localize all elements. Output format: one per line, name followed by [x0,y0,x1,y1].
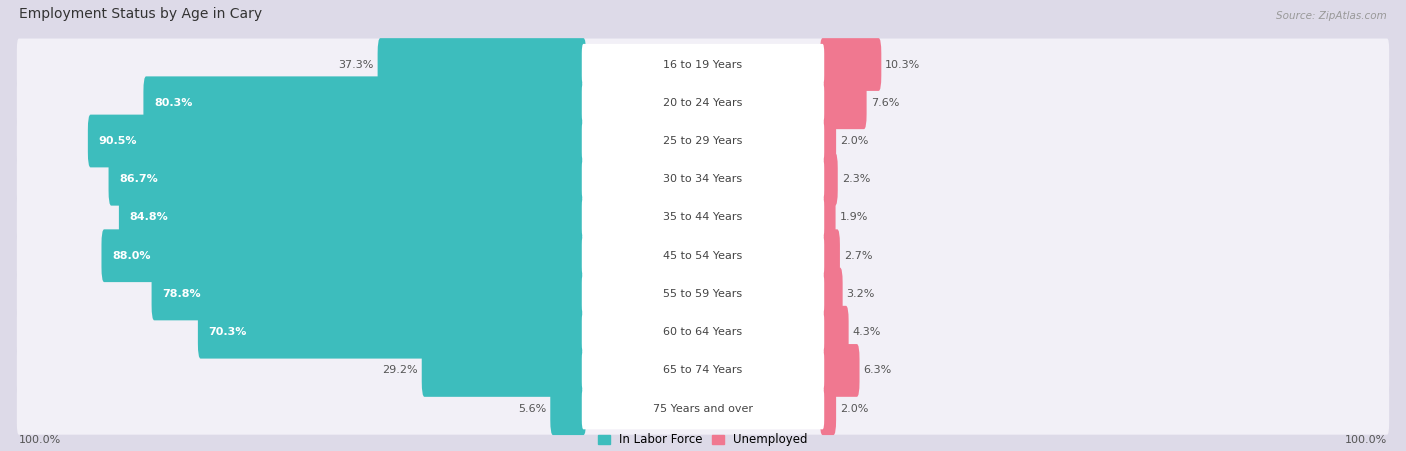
FancyBboxPatch shape [101,230,586,282]
Text: Employment Status by Age in Cary: Employment Status by Age in Cary [18,7,262,21]
FancyBboxPatch shape [820,344,859,397]
FancyBboxPatch shape [17,192,1389,244]
Text: 78.8%: 78.8% [162,289,201,299]
FancyBboxPatch shape [582,82,824,124]
FancyBboxPatch shape [17,77,1389,129]
FancyBboxPatch shape [198,306,586,359]
FancyBboxPatch shape [17,383,1389,435]
FancyBboxPatch shape [87,115,586,167]
Text: 2.3%: 2.3% [842,174,870,184]
Text: 2.0%: 2.0% [841,136,869,146]
FancyBboxPatch shape [143,76,586,129]
FancyBboxPatch shape [17,38,1389,91]
Text: 45 to 54 Years: 45 to 54 Years [664,251,742,261]
FancyBboxPatch shape [582,44,824,85]
FancyBboxPatch shape [820,306,849,359]
FancyBboxPatch shape [17,153,1389,205]
Text: 70.3%: 70.3% [208,327,247,337]
Text: 55 to 59 Years: 55 to 59 Years [664,289,742,299]
Text: 84.8%: 84.8% [129,212,169,222]
Text: 1.9%: 1.9% [839,212,868,222]
Text: 25 to 29 Years: 25 to 29 Years [664,136,742,146]
FancyBboxPatch shape [17,345,1389,396]
FancyBboxPatch shape [152,267,586,320]
Text: 6.3%: 6.3% [863,365,891,375]
FancyBboxPatch shape [582,388,824,429]
FancyBboxPatch shape [820,153,838,206]
FancyBboxPatch shape [108,153,586,206]
FancyBboxPatch shape [422,344,586,397]
FancyBboxPatch shape [120,191,586,244]
Text: 16 to 19 Years: 16 to 19 Years [664,60,742,69]
Text: 35 to 44 Years: 35 to 44 Years [664,212,742,222]
FancyBboxPatch shape [378,38,586,91]
Text: 5.6%: 5.6% [517,404,547,414]
Text: 2.7%: 2.7% [844,251,872,261]
Text: 20 to 24 Years: 20 to 24 Years [664,98,742,108]
Text: 88.0%: 88.0% [112,251,150,261]
FancyBboxPatch shape [820,267,842,320]
FancyBboxPatch shape [820,115,837,167]
FancyBboxPatch shape [17,230,1389,282]
Text: 60 to 64 Years: 60 to 64 Years [664,327,742,337]
Text: 100.0%: 100.0% [18,436,60,446]
FancyBboxPatch shape [582,197,824,238]
Text: 86.7%: 86.7% [120,174,157,184]
FancyBboxPatch shape [17,115,1389,167]
Text: Source: ZipAtlas.com: Source: ZipAtlas.com [1277,10,1388,21]
FancyBboxPatch shape [820,230,839,282]
FancyBboxPatch shape [582,235,824,276]
Legend: In Labor Force, Unemployed: In Labor Force, Unemployed [598,433,808,446]
FancyBboxPatch shape [820,38,882,91]
Text: 75 Years and over: 75 Years and over [652,404,754,414]
Text: 30 to 34 Years: 30 to 34 Years [664,174,742,184]
Text: 2.0%: 2.0% [841,404,869,414]
Text: 90.5%: 90.5% [98,136,136,146]
FancyBboxPatch shape [582,120,824,161]
FancyBboxPatch shape [820,76,866,129]
FancyBboxPatch shape [582,312,824,353]
Text: 3.2%: 3.2% [846,289,875,299]
FancyBboxPatch shape [582,350,824,391]
FancyBboxPatch shape [820,382,837,435]
Text: 7.6%: 7.6% [870,98,898,108]
FancyBboxPatch shape [550,382,586,435]
Text: 10.3%: 10.3% [886,60,921,69]
Text: 80.3%: 80.3% [155,98,193,108]
Text: 37.3%: 37.3% [339,60,374,69]
Text: 29.2%: 29.2% [382,365,418,375]
Text: 4.3%: 4.3% [852,327,882,337]
FancyBboxPatch shape [17,268,1389,320]
FancyBboxPatch shape [17,306,1389,358]
FancyBboxPatch shape [820,191,835,244]
FancyBboxPatch shape [582,159,824,200]
Text: 65 to 74 Years: 65 to 74 Years [664,365,742,375]
Text: 100.0%: 100.0% [1346,436,1388,446]
FancyBboxPatch shape [582,273,824,315]
